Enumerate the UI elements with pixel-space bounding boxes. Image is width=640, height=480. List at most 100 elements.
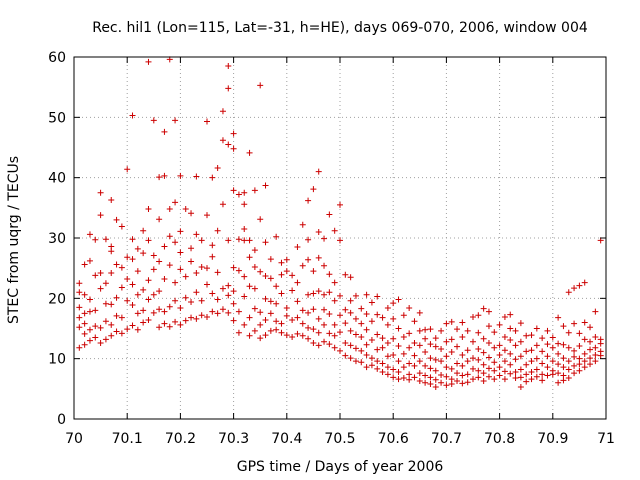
data-point bbox=[374, 365, 381, 372]
data-point bbox=[177, 266, 184, 273]
data-point bbox=[560, 323, 567, 330]
data-point bbox=[581, 279, 588, 286]
data-point bbox=[225, 237, 232, 244]
data-point bbox=[331, 279, 338, 286]
data-point bbox=[278, 259, 285, 266]
data-point bbox=[140, 227, 147, 234]
data-point bbox=[337, 312, 343, 319]
data-point bbox=[204, 118, 210, 125]
data-point bbox=[432, 367, 439, 374]
data-point bbox=[475, 356, 482, 363]
data-point bbox=[321, 338, 328, 345]
data-point bbox=[416, 377, 423, 384]
data-point bbox=[156, 324, 163, 331]
data-point bbox=[81, 291, 88, 298]
data-point bbox=[512, 356, 519, 363]
data-point bbox=[390, 374, 397, 381]
data-point bbox=[315, 254, 322, 261]
y-tick-label: 30 bbox=[48, 231, 66, 247]
data-point bbox=[576, 342, 583, 349]
data-point bbox=[517, 366, 524, 373]
data-point bbox=[113, 312, 120, 319]
data-point bbox=[337, 292, 343, 299]
data-point bbox=[225, 292, 232, 299]
data-point bbox=[544, 353, 551, 360]
data-point bbox=[230, 130, 237, 137]
data-point bbox=[299, 221, 306, 228]
data-point bbox=[331, 321, 338, 328]
data-point bbox=[177, 304, 184, 311]
data-point bbox=[400, 333, 407, 340]
data-point bbox=[368, 355, 375, 362]
data-point bbox=[113, 261, 120, 268]
data-point bbox=[97, 212, 104, 219]
data-point bbox=[129, 301, 136, 308]
data-point bbox=[337, 201, 343, 208]
data-point bbox=[555, 379, 562, 386]
data-point bbox=[571, 370, 578, 377]
data-point bbox=[129, 281, 136, 288]
data-point bbox=[134, 268, 141, 275]
data-point bbox=[225, 141, 232, 148]
data-point bbox=[475, 367, 482, 374]
data-point bbox=[108, 301, 115, 308]
data-point bbox=[363, 352, 370, 359]
data-point bbox=[571, 285, 578, 292]
data-point bbox=[544, 372, 551, 379]
data-point bbox=[480, 335, 487, 342]
data-point bbox=[267, 310, 274, 317]
data-point bbox=[118, 314, 125, 321]
data-point bbox=[555, 314, 562, 321]
data-point bbox=[555, 350, 562, 357]
data-point bbox=[150, 291, 157, 298]
data-point bbox=[198, 237, 205, 244]
data-point bbox=[485, 339, 492, 346]
data-point bbox=[384, 353, 391, 360]
data-point bbox=[225, 85, 232, 92]
data-point bbox=[299, 307, 306, 314]
data-point bbox=[134, 291, 141, 298]
data-point bbox=[390, 352, 397, 359]
data-point bbox=[485, 365, 492, 372]
data-point bbox=[161, 128, 168, 135]
data-point bbox=[305, 291, 312, 298]
data-point bbox=[310, 290, 317, 297]
data-point bbox=[480, 349, 487, 356]
data-point bbox=[294, 244, 301, 251]
data-point bbox=[395, 296, 402, 303]
data-point bbox=[358, 359, 365, 366]
data-point bbox=[555, 340, 562, 347]
data-point bbox=[501, 333, 508, 340]
data-point bbox=[140, 307, 147, 314]
data-point bbox=[581, 350, 588, 357]
x-tick-label: 70.1 bbox=[112, 431, 143, 447]
data-point bbox=[480, 370, 487, 377]
data-point bbox=[257, 321, 264, 328]
data-point bbox=[262, 273, 269, 280]
data-point bbox=[464, 379, 471, 386]
data-point bbox=[81, 320, 88, 327]
data-point bbox=[448, 349, 455, 356]
data-point bbox=[166, 303, 173, 310]
data-point bbox=[565, 344, 572, 351]
data-point bbox=[443, 373, 450, 380]
data-point bbox=[124, 254, 131, 261]
data-point bbox=[432, 356, 439, 363]
x-axis-label: GPS time / Days of year 2006 bbox=[237, 459, 444, 475]
data-point bbox=[533, 325, 540, 332]
data-point bbox=[384, 371, 391, 378]
data-point bbox=[209, 308, 216, 315]
data-point bbox=[193, 173, 200, 180]
data-point bbox=[358, 305, 365, 312]
data-point bbox=[560, 355, 567, 362]
data-point bbox=[464, 327, 471, 334]
data-point bbox=[491, 367, 498, 374]
data-point bbox=[406, 304, 413, 311]
data-point bbox=[251, 187, 258, 194]
data-point bbox=[496, 321, 503, 328]
data-point bbox=[188, 258, 195, 265]
data-point bbox=[496, 352, 503, 359]
data-point bbox=[315, 315, 322, 322]
data-point bbox=[432, 384, 439, 391]
data-point bbox=[501, 368, 508, 375]
